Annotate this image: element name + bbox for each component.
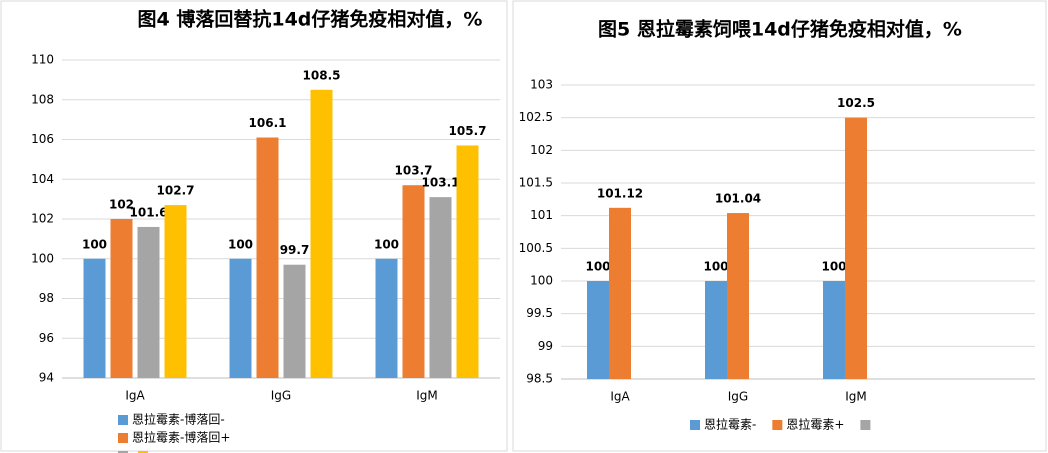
bar bbox=[845, 117, 867, 380]
y-tick-label: 102 bbox=[530, 143, 553, 157]
y-tick-label: 100 bbox=[530, 274, 553, 288]
y-tick-label: 101.5 bbox=[519, 176, 553, 190]
data-label: 100 bbox=[82, 237, 107, 251]
data-label: 106.1 bbox=[249, 116, 287, 130]
bar bbox=[587, 281, 609, 379]
y-tick-label: 98 bbox=[39, 291, 54, 305]
bar bbox=[823, 281, 845, 379]
bar bbox=[283, 264, 306, 378]
y-tick-label: 98.5 bbox=[526, 372, 553, 386]
data-label: 100 bbox=[585, 260, 610, 274]
legend-swatch bbox=[138, 451, 148, 453]
y-tick-label: 110 bbox=[31, 53, 54, 67]
y-tick-label: 100 bbox=[31, 251, 54, 265]
y-tick-label: 100.5 bbox=[519, 241, 553, 255]
bar bbox=[727, 213, 749, 379]
legend-swatch bbox=[860, 420, 871, 430]
y-tick-label: 99 bbox=[538, 339, 553, 353]
bar bbox=[429, 197, 452, 378]
bar bbox=[375, 258, 398, 378]
data-label: 102.5 bbox=[837, 96, 875, 110]
x-tick-label: IgM bbox=[416, 389, 438, 403]
legend-label: 恩拉霉素- bbox=[704, 417, 756, 432]
legend-swatch bbox=[690, 420, 700, 430]
legend-label: 恩拉霉素-博落回+ bbox=[132, 430, 230, 445]
data-label: 105.7 bbox=[449, 124, 487, 138]
bar bbox=[456, 145, 479, 378]
x-tick-label: IgG bbox=[271, 389, 291, 403]
x-tick-label: IgA bbox=[125, 389, 145, 403]
legend-swatch bbox=[118, 415, 128, 425]
bar bbox=[256, 137, 279, 378]
data-label: 100 bbox=[374, 237, 399, 251]
data-label: 100 bbox=[821, 260, 846, 274]
x-tick-label: IgM bbox=[845, 390, 867, 404]
y-tick-label: 104 bbox=[31, 172, 54, 186]
data-label: 102.7 bbox=[157, 184, 195, 198]
y-tick-label: 96 bbox=[39, 331, 54, 345]
data-label: 99.7 bbox=[280, 243, 310, 257]
legend-label: 恩拉霉素-博落回- bbox=[132, 412, 225, 427]
bar bbox=[609, 207, 631, 379]
y-tick-label: 103 bbox=[530, 78, 553, 92]
bar bbox=[110, 219, 133, 378]
data-label: 101.12 bbox=[597, 186, 643, 200]
x-tick-label: IgA bbox=[610, 390, 630, 404]
y-tick-label: 106 bbox=[31, 132, 54, 146]
chart-title: 图5 恩拉霉素饲喂14d仔猪免疫相对值，% bbox=[598, 18, 962, 41]
data-label: 108.5 bbox=[303, 68, 341, 82]
bar bbox=[402, 185, 425, 378]
bar bbox=[83, 258, 106, 378]
chart-title: 图4 博落回替抗14d仔猪免疫相对值，% bbox=[138, 8, 483, 31]
data-label: 100 bbox=[228, 237, 253, 251]
data-label: 100 bbox=[703, 260, 728, 274]
y-tick-label: 99.5 bbox=[526, 306, 553, 320]
y-tick-label: 101 bbox=[530, 208, 553, 222]
bar bbox=[310, 89, 333, 378]
x-tick-label: IgG bbox=[728, 390, 748, 404]
data-label: 101.04 bbox=[715, 192, 761, 206]
y-tick-label: 102 bbox=[31, 212, 54, 226]
y-tick-label: 94 bbox=[39, 371, 54, 385]
data-label: 103.1 bbox=[422, 176, 460, 190]
legend-swatch bbox=[118, 433, 128, 443]
legend-swatch bbox=[772, 420, 783, 430]
data-label: 102 bbox=[109, 198, 134, 212]
legend-label: 恩拉霉素+ bbox=[786, 417, 844, 432]
data-label: 101.6 bbox=[130, 205, 168, 219]
bar bbox=[164, 205, 187, 378]
data-label: 103.7 bbox=[395, 164, 433, 178]
y-tick-label: 102.5 bbox=[519, 110, 553, 124]
bar bbox=[705, 281, 727, 379]
bar bbox=[229, 258, 252, 378]
panel bbox=[512, 0, 1047, 452]
legend-swatch bbox=[118, 451, 128, 453]
y-tick-label: 108 bbox=[31, 92, 54, 106]
bar bbox=[137, 226, 160, 378]
